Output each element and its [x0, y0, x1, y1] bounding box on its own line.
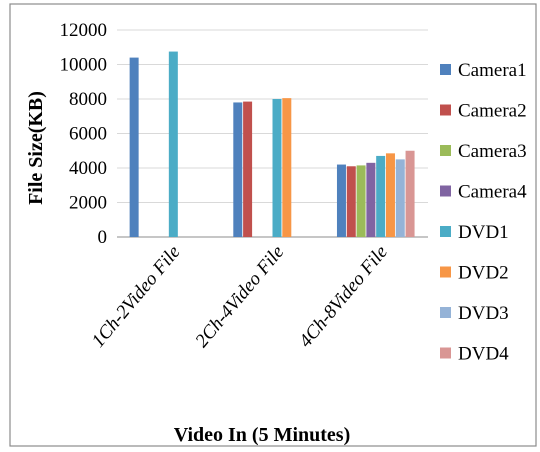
- bars: [129, 51, 415, 238]
- legend-swatch: [440, 104, 451, 116]
- legend-swatch: [440, 145, 451, 156]
- bar-camera1: [129, 57, 139, 237]
- y-tick-label: 0: [98, 227, 108, 248]
- y-tick-label: 6000: [69, 124, 107, 145]
- legend-label: Camera3: [458, 141, 527, 162]
- legend-swatch: [440, 347, 451, 359]
- legend-label: DVD3: [458, 303, 509, 324]
- x-axis-title: Video In (5 Minutes): [174, 424, 350, 446]
- y-tick-label: 10000: [60, 55, 108, 76]
- legend-swatch: [440, 185, 451, 197]
- y-tick-label: 12000: [60, 20, 108, 41]
- y-tick-label: 2000: [69, 193, 107, 214]
- y-tick-label: 4000: [69, 158, 107, 179]
- legend-label: DVD4: [458, 344, 509, 365]
- legend-label: Camera2: [458, 101, 527, 122]
- legend-label: Camera4: [458, 182, 527, 203]
- bar-dvd1: [272, 99, 282, 237]
- bar-camera2: [346, 166, 356, 237]
- legend-swatch: [440, 64, 451, 75]
- legend-swatch: [440, 266, 451, 278]
- bar-dvd1: [376, 155, 386, 237]
- bar-dvd2: [385, 153, 395, 237]
- bar-camera4: [366, 162, 376, 237]
- legend-label: DVD2: [458, 263, 509, 284]
- y-tick-label: 8000: [69, 89, 107, 110]
- legend-swatch: [440, 226, 451, 237]
- y-axis-title: File Size(KB): [25, 91, 47, 205]
- bar-dvd3: [395, 159, 405, 237]
- legend: Camera1 Camera2 Camera3 Camera4 DVD1 DVD2 DVD3…: [440, 60, 527, 365]
- legend-swatch: [440, 307, 451, 318]
- bar-dvd4: [405, 150, 415, 237]
- bar-camera3: [356, 165, 366, 237]
- legend-label: Camera1: [458, 60, 527, 81]
- bar-camera1: [336, 164, 346, 237]
- legend-label: DVD1: [458, 222, 509, 243]
- bar-dvd2: [282, 98, 292, 237]
- bar-camera1: [233, 102, 243, 237]
- y-axis-ticks: 0 2000 4000 6000 8000 10000 12000: [60, 20, 108, 248]
- bar-dvd1: [168, 51, 178, 237]
- bar-camera2: [243, 101, 253, 238]
